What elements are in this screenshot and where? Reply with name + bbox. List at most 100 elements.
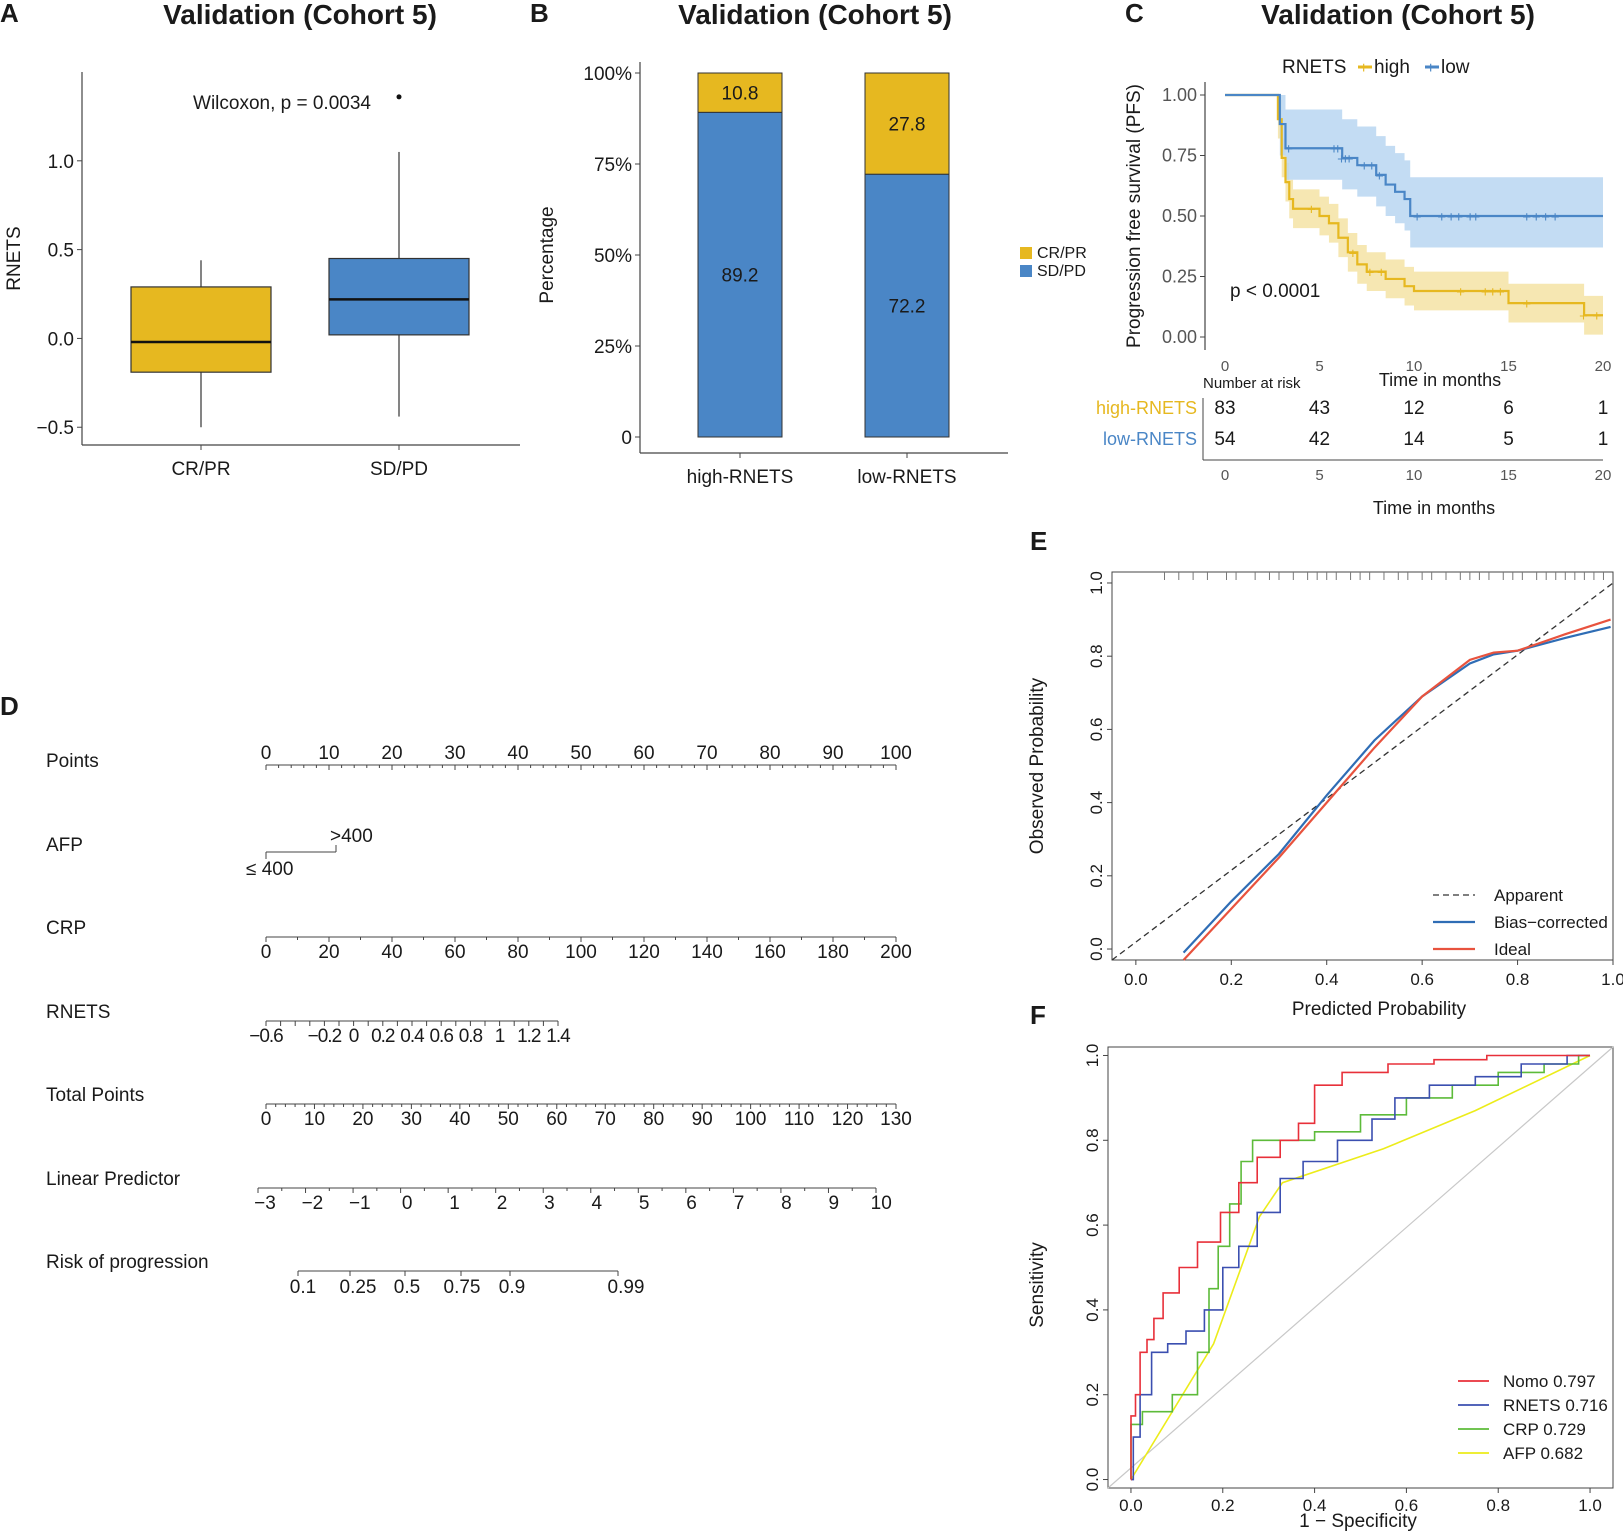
panel-D-risk-tick-label: 0.5 — [394, 1277, 420, 1298]
panel-C-censor-high: + — [1307, 202, 1316, 219]
panel-C-censor-low: + — [1375, 168, 1384, 185]
panel-D-total-tick: 20 — [352, 1109, 373, 1130]
panel-E-legend-label: Ideal — [1494, 940, 1531, 959]
panel-D-total-tick: 80 — [643, 1109, 664, 1130]
panel-D-points-tick: 100 — [880, 743, 912, 764]
panel-E-frame — [1111, 571, 1614, 961]
panel-D-lp-tick: 1 — [449, 1193, 460, 1214]
panel-A-ylabel: RNETS — [4, 226, 25, 290]
panel-D-rnets-tick: 0 — [349, 1026, 359, 1047]
panel-B-ytick-label: 100% — [583, 64, 632, 85]
panel-C-censor-low: + — [1541, 209, 1550, 226]
panel-C-risk-value: 83 — [1214, 398, 1235, 419]
panel-D-crp-tick: 20 — [318, 942, 339, 963]
panel-B-ytick-label: 25% — [594, 337, 632, 358]
panel-F-xtick-label: 1.0 — [1578, 1496, 1602, 1515]
panel-D-total-tick: 100 — [735, 1109, 767, 1130]
panel-D-lp-tick: 4 — [592, 1193, 603, 1214]
panel-D-rnets-tick: 0.2 — [371, 1026, 395, 1047]
panel-D-crp-tick: 60 — [444, 942, 465, 963]
panel-C-censor-high: + — [1488, 284, 1497, 301]
panel-D-total-tick: 40 — [449, 1109, 470, 1130]
panel-D-lp-tick: 9 — [829, 1193, 840, 1214]
panel-E-ytick-label: 0.6 — [1087, 718, 1106, 742]
panel-A-ytick-label: −0.5 — [36, 418, 74, 439]
panel-C-risk-value: 12 — [1403, 398, 1424, 419]
panel-C-censor-high: + — [1579, 308, 1588, 325]
panel-C-ytick-label: 0.50 — [1162, 206, 1197, 226]
panel-D: Points AFP CRP RNETS Total Points Linear Pred… — [46, 743, 912, 1298]
panel-E-xtick-label: 0.4 — [1315, 970, 1339, 989]
panel-D-total-tick: 110 — [784, 1109, 814, 1130]
panel-E-ytick-label: 0.8 — [1087, 644, 1106, 668]
panel-C-censor-low: + — [1360, 158, 1369, 175]
panel-C-legend-censor: + — [1426, 60, 1435, 77]
panel-C-annotation: p < 0.0001 — [1230, 281, 1320, 302]
panel-C-risk-value: 1 — [1598, 429, 1609, 450]
panel-D-row-label: RNETS — [46, 1002, 110, 1023]
panel-F-xlabel: 1 − Specificity — [1299, 1511, 1417, 1532]
panel-D-risk-tick-label: 0.25 — [340, 1277, 377, 1298]
panel-C-censor-low: + — [1466, 209, 1475, 226]
panel-B-xtick-label: high-RNETS — [687, 467, 794, 488]
panel-D-points-tick: 20 — [381, 743, 402, 764]
panel-D-crp-tick: 140 — [691, 942, 723, 963]
panel-B-xtick-label: low-RNETS — [857, 467, 956, 488]
panel-F-xtick-label: 0.4 — [1303, 1496, 1327, 1515]
panel-D-afp-tick-label: ≤ 400 — [246, 859, 293, 880]
panel-C-risk-row-label: low-RNETS — [1103, 429, 1197, 449]
panel-D-lp-tick: 10 — [871, 1193, 892, 1214]
panel-F-frame — [1107, 1046, 1614, 1489]
panel-C-censor-high: + — [1366, 265, 1375, 282]
panel-F-legend-label: Nomo 0.797 — [1503, 1372, 1596, 1391]
panel-C-censor-low: + — [1471, 209, 1480, 226]
panel-F: 0.0 0.2 0.4 0.6 0.8 1.0 0.0 0.2 0.4 0.6 0.8 1.0 1 − … — [1027, 1044, 1614, 1532]
panel-F-xtick-label: 0.6 — [1395, 1496, 1419, 1515]
panel-E-line-Ideal — [1182, 618, 1611, 961]
panel-B-bar-SD/PD — [864, 173, 950, 438]
panel-C-censor-low: + — [1337, 151, 1346, 168]
panel-B-legend-label: CR/PR — [1037, 245, 1087, 262]
panel-F-ytick-label: 1.0 — [1083, 1044, 1102, 1068]
panel-D-row-label: Total Points — [46, 1085, 144, 1106]
panel-C-ytick-label: 1.00 — [1162, 85, 1197, 105]
panel-D-total-tick: 30 — [401, 1109, 422, 1130]
panel-C-xlabel: Time in months — [1379, 370, 1501, 390]
panel-B-legend-label: SD/PD — [1037, 263, 1086, 280]
panel-B-bar-label: 27.8 — [889, 115, 926, 136]
panel-D-total-tick: 60 — [546, 1109, 567, 1130]
panel-B-ytick-label: 50% — [594, 246, 632, 267]
panel-F-ytick-label: 0.0 — [1083, 1468, 1102, 1492]
panel-letter-E: E — [1030, 526, 1047, 556]
panel-D-crp-tick: 100 — [565, 942, 597, 963]
panel-D-total-tick: 90 — [692, 1109, 713, 1130]
panel-D-points-tick: 60 — [633, 743, 654, 764]
panel-E-ytick-label: 0.2 — [1087, 864, 1106, 888]
panel-D-rnets-tick: 0.8 — [459, 1026, 483, 1047]
panel-E-legend-label: Apparent — [1494, 886, 1563, 905]
panel-A-xtick-label: CR/PR — [171, 459, 230, 480]
panel-D-total-tick: 70 — [595, 1109, 616, 1130]
panel-C-risk-xlabel: Time in months — [1373, 498, 1495, 518]
panel-F-ytick-label: 0.8 — [1083, 1128, 1102, 1152]
panel-F-legend-label: AFP 0.682 — [1503, 1444, 1583, 1463]
panel-C-censor-low: + — [1551, 209, 1560, 226]
panel-B-bar-label: 72.2 — [889, 297, 926, 318]
panel-A: Validation (Cohort 5) −0.5 0.0 0.5 1.0 RNETS W… — [4, 0, 520, 480]
panel-D-rnets-tick: 1.2 — [517, 1026, 541, 1047]
panel-D-risk-tick-label: 0.75 — [444, 1277, 481, 1298]
panel-C-risk-value: 1 — [1598, 398, 1609, 419]
panel-C-censor-high: + — [1349, 245, 1358, 262]
panel-E-legend-label: Bias−corrected — [1494, 913, 1608, 932]
panel-C-ci-band-high — [1225, 95, 1603, 335]
panel-D-total-tick: 10 — [304, 1109, 325, 1130]
panel-D-crp-tick: 200 — [880, 942, 912, 963]
panel-D-row-label: Linear Predictor — [46, 1169, 181, 1190]
panel-D-row-label: Risk of progression — [46, 1252, 209, 1273]
panel-C-ytick-label: 0.25 — [1162, 267, 1197, 287]
panel-D-total-tick: 120 — [832, 1109, 864, 1130]
panel-letter-A: A — [0, 0, 19, 28]
panel-B-bar-SD/PD — [697, 111, 783, 438]
panel-E-xtick-label: 1.0 — [1601, 970, 1623, 989]
